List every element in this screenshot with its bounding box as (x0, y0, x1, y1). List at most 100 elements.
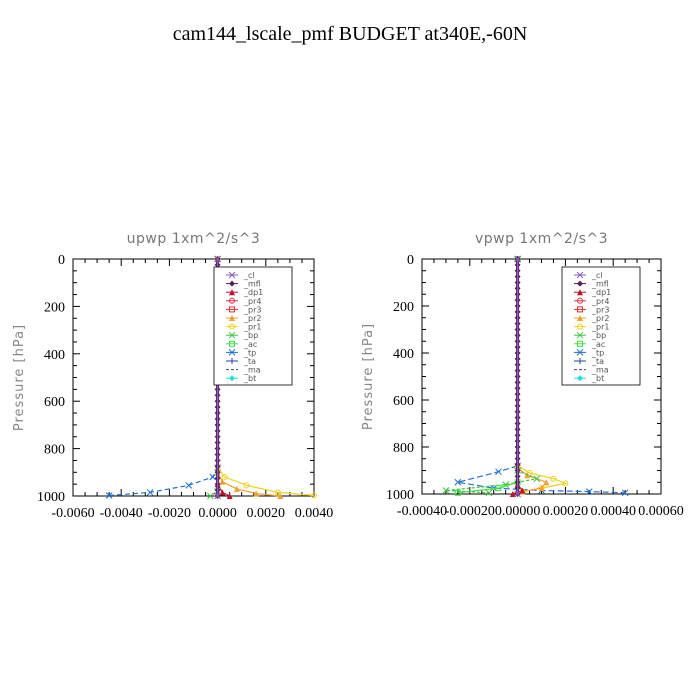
y-tick-label: 600 (393, 394, 414, 409)
legend-label: _cl (243, 271, 255, 280)
legend-marker (229, 375, 235, 382)
legend-label: _dp1 (591, 288, 611, 297)
data-point (509, 491, 516, 497)
x-tick-label: 0.00000 (495, 504, 541, 519)
legend-marker (577, 358, 583, 364)
legend-marker (228, 331, 236, 339)
y-tick-label: 1000 (37, 490, 65, 505)
legend-marker (229, 340, 235, 347)
legend-marker (577, 340, 583, 347)
x-tick-label: 0.0040 (295, 506, 334, 521)
panel-title: vpwp 1xm^2/s^3 (475, 231, 608, 247)
legend-label: _mfl (243, 280, 261, 289)
legend-label: _pr1 (243, 323, 261, 332)
legend-marker (577, 297, 583, 304)
legend-label: _pr4 (591, 297, 609, 306)
data-point (454, 489, 461, 496)
legend-label: _bp (591, 331, 606, 340)
legend-label: _ac (591, 340, 605, 349)
y-tick-label: 200 (393, 300, 414, 315)
panel-title: upwp 1xm^2/s^3 (127, 231, 261, 247)
data-point (585, 488, 593, 496)
legend-label: _ac (243, 340, 257, 349)
x-tick-label: -0.0020 (148, 506, 191, 521)
legend-marker (576, 331, 584, 339)
legend-marker (229, 306, 235, 313)
data-point (214, 492, 221, 500)
legend-box (213, 266, 293, 386)
data-point (621, 489, 629, 497)
series-line-tp (109, 259, 219, 497)
data-point (233, 485, 240, 492)
data-point (550, 475, 557, 482)
legend-box (561, 266, 641, 386)
legend-marker (577, 289, 583, 296)
y-tick-label: 0 (407, 253, 414, 268)
legend-marker (577, 315, 583, 321)
legend-label: _ta (243, 357, 256, 366)
chart-panel-1: upwp 1xm^2/s^3 Pressure [hPa] 0 200 400 600 80… (12, 231, 333, 521)
data-point (495, 485, 502, 492)
data-point (105, 492, 113, 499)
data-point (253, 490, 260, 497)
series-line-pr2 (516, 259, 548, 493)
data-point (274, 489, 281, 496)
x-tick-label: -0.0040 (100, 506, 143, 521)
x-tick-label: -0.0060 (51, 506, 94, 521)
data-point (243, 482, 250, 489)
legend-marker (229, 280, 235, 287)
data-point (207, 492, 214, 500)
legend-marker (229, 358, 235, 364)
y-axis-label: Pressure [hPa] (12, 324, 27, 431)
legend-marker (229, 315, 235, 321)
legend-label: _pr2 (591, 314, 609, 323)
data-point (495, 468, 502, 476)
legend-label: _pr4 (243, 297, 261, 306)
y-tick-label: 200 (44, 300, 65, 315)
y-tick-label: 0 (58, 253, 65, 268)
legend-label: _tp (591, 348, 604, 357)
data-point (533, 475, 541, 483)
y-tick-label: 1000 (386, 488, 414, 503)
series-line-ac (457, 259, 519, 494)
legend-marker (229, 289, 235, 296)
data-point (226, 493, 233, 499)
legend-label: _bp (243, 331, 258, 340)
data-point (185, 481, 193, 489)
y-axis-label: Pressure [hPa] (361, 323, 376, 430)
legend-label: _ma (243, 366, 261, 375)
legend: _cl_mfl_dp1_pr4_pr3_pr2_pr1_bp_ac_tp_ta_… (213, 266, 293, 386)
legend-label: _cl (591, 271, 603, 280)
data-point (485, 489, 493, 497)
legend-label: _mfl (591, 280, 609, 289)
data-point (519, 487, 526, 494)
legend-marker (577, 280, 583, 287)
data-point (219, 489, 226, 496)
x-tick-label: 0.00040 (590, 504, 636, 519)
legend-marker (229, 297, 235, 304)
legend-marker (576, 271, 584, 279)
data-point (543, 479, 550, 486)
x-tick-label: -0.00020 (445, 504, 495, 519)
chart-panel-2: vpwp 1xm^2/s^3 Pressure [hPa] 0 200 400 600 80… (361, 231, 684, 519)
data-point (442, 487, 450, 494)
legend-label: _ma (591, 366, 609, 375)
x-tick-label: 0.00020 (543, 504, 589, 519)
y-tick-label: 800 (393, 441, 414, 456)
series-line-bp (445, 259, 539, 494)
x-tick-label: 0.0000 (198, 506, 237, 521)
data-point (277, 493, 284, 499)
x-tick-label: -0.00040 (397, 504, 447, 519)
y-tick-label: 400 (393, 347, 414, 362)
legend-marker (577, 323, 583, 330)
x-tick-label: 0.00060 (638, 504, 684, 519)
x-tick-label: 0.0020 (247, 506, 286, 521)
data-point (562, 480, 569, 487)
data-point (514, 490, 521, 498)
data-point (221, 474, 228, 481)
legend-label: _tp (243, 348, 256, 357)
legend-marker (228, 271, 236, 279)
legend-label: _bt (243, 374, 256, 383)
series-line-tp (457, 259, 626, 494)
